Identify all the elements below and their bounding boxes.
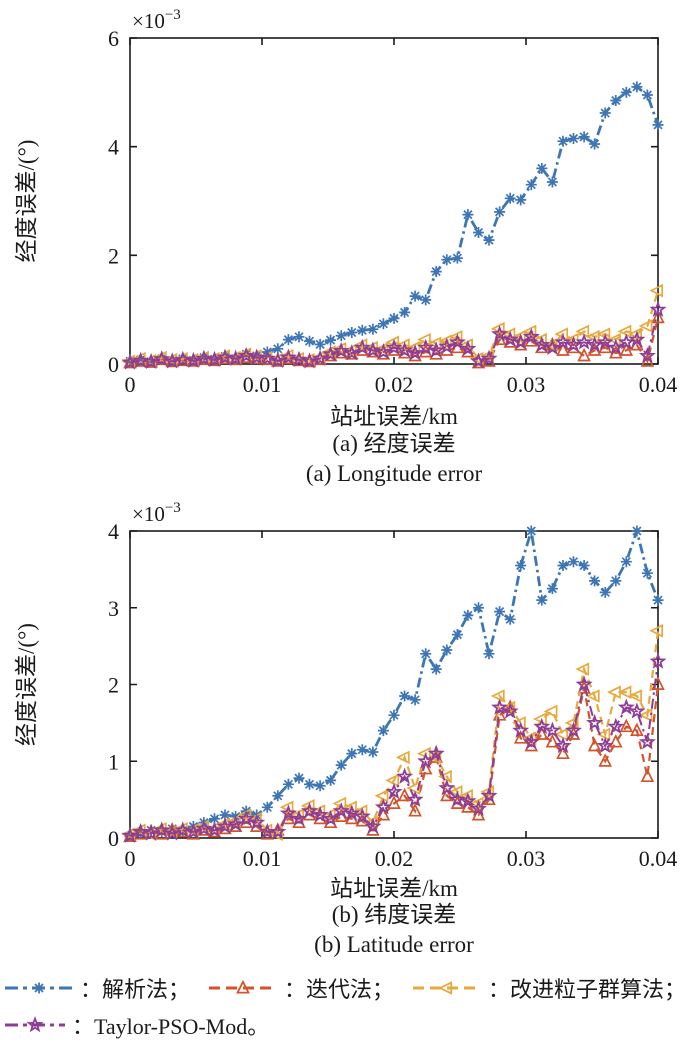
svg-text:0: 0 [108, 826, 119, 851]
legend-label-iterative: ：迭代法； [284, 977, 395, 1002]
svg-text:0.04: 0.04 [639, 372, 678, 397]
svg-text:1: 1 [108, 749, 119, 774]
svg-text:经度误差/(°): 经度误差/(°) [14, 623, 39, 746]
svg-text:0.04: 0.04 [639, 846, 678, 871]
svg-text:2: 2 [108, 243, 119, 268]
chart-a-captions: (a) 经度误差 (a) Longitude error [0, 429, 700, 489]
legend-item-iterative: ：迭代法； [206, 972, 394, 1004]
latitude-error-chart: 0 0.01 0.02 0.03 0.04 0 1 2 3 4 ×10−3 站址误差/km 经度误差/(… [14, 500, 678, 899]
svg-text:0.01: 0.01 [243, 846, 282, 871]
svg-text:3: 3 [108, 596, 119, 621]
legend-row-2: ：Taylor-PSO-Mod。 [2, 1009, 700, 1041]
asterisk-dashdot-line-icon [5, 982, 73, 994]
svg-text:站址误差/km: 站址误差/km [330, 876, 458, 899]
svg-text:0.02: 0.02 [375, 372, 414, 397]
legend-item-analytic: ：解析法； [2, 972, 190, 1004]
svg-text:0: 0 [125, 846, 136, 871]
svg-text:×10−3: ×10−3 [132, 500, 181, 526]
caption-b-en: (b) Latitude error [314, 932, 474, 957]
svg-text:0.02: 0.02 [375, 846, 414, 871]
caption-a-zh: (a) 经度误差 [332, 431, 456, 456]
legend-row-1: ：解析法； ：迭代法； ：改进粒子群算法； [2, 972, 700, 1004]
svg-text:6: 6 [108, 26, 119, 51]
left-triangle-dashed-line-icon [413, 981, 482, 995]
svg-text:0: 0 [125, 372, 136, 397]
legend-label-improved-pso: ：改进粒子群算法； [488, 977, 687, 1002]
caption-b-zh: (b) 纬度误差 [331, 902, 457, 927]
svg-text:2: 2 [108, 673, 119, 698]
svg-text:4: 4 [108, 135, 119, 160]
svg-text:0.03: 0.03 [507, 372, 546, 397]
caption-a-en: (a) Longitude error [305, 461, 483, 486]
svg-text:站址误差/km: 站址误差/km [330, 404, 458, 428]
triangle-dashed-line-icon [209, 979, 278, 994]
chart-b-captions: (b) 纬度误差 (b) Latitude error [0, 900, 700, 960]
legend-item-improved-pso: ：改进粒子群算法； [410, 972, 686, 1004]
star-dashdot-line-icon [5, 1016, 65, 1033]
svg-text:0.01: 0.01 [243, 372, 282, 397]
svg-text:4: 4 [108, 519, 119, 544]
legend-label-taylor-pso-mod: ：Taylor-PSO-Mod。 [72, 1014, 270, 1039]
svg-text:0: 0 [108, 352, 119, 377]
svg-text:经度误差/(°): 经度误差/(°) [14, 140, 39, 263]
legend-item-taylor-pso-mod: ：Taylor-PSO-Mod。 [2, 1009, 269, 1041]
svg-text:0.03: 0.03 [507, 846, 546, 871]
svg-text:×10−3: ×10−3 [132, 7, 181, 33]
figure-legend: ：解析法； ：迭代法； ：改进粒子群算法； ：Taylor-PSO-Mod。 [0, 964, 700, 1041]
longitude-error-chart: 0 0.01 0.02 0.03 0.04 0 2 4 6 ×10−3 站址误差/km 经度误差/(°… [14, 7, 678, 428]
legend-label-analytic: ：解析法； [80, 977, 191, 1002]
